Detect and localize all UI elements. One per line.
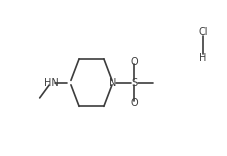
Text: H: H xyxy=(198,53,206,63)
Text: N: N xyxy=(109,78,116,88)
Text: O: O xyxy=(130,98,138,108)
Text: HN: HN xyxy=(43,78,58,88)
Text: Cl: Cl xyxy=(197,27,207,37)
Text: S: S xyxy=(131,78,137,88)
Text: O: O xyxy=(130,57,138,67)
